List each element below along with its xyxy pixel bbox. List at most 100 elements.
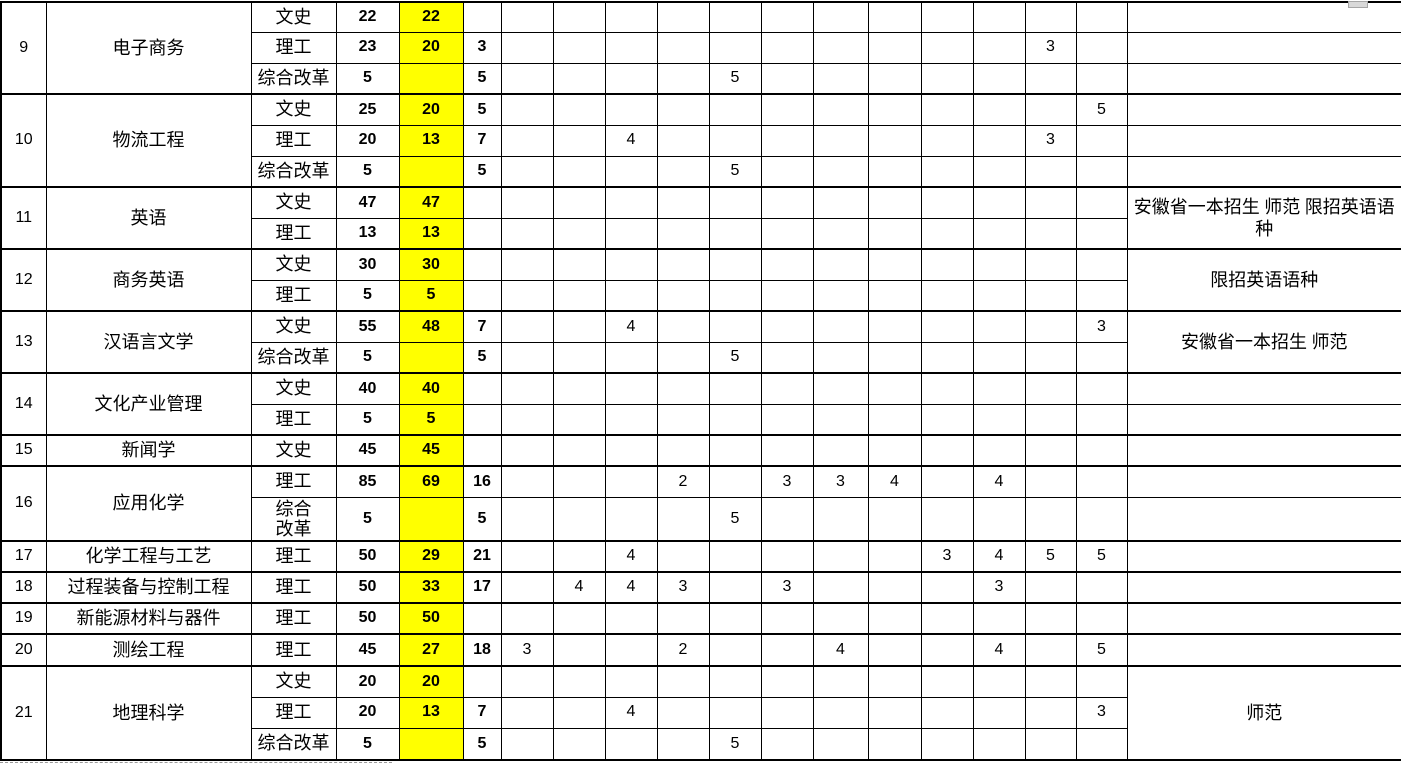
admitted-cell-highlighted: 50 [398,602,464,635]
slot-cell [920,727,974,761]
slot-cell [760,186,814,219]
admitted-cell-highlighted: 33 [398,571,464,604]
slot-cell [920,434,974,467]
plan-cell: 85 [335,465,400,498]
category-cell: 理工 [250,571,337,604]
remain-cell [462,602,502,635]
slot-cell [972,310,1026,343]
note-cell [1126,372,1401,405]
row-number: 9 [0,1,47,95]
plan-cell: 5 [335,727,400,761]
slot-cell [604,496,658,542]
slot-cell [972,155,1026,188]
slot-cell: 5 [1075,633,1128,667]
slot-cell [920,602,974,635]
admitted-cell-highlighted: 29 [398,540,464,573]
row-number: 20 [0,633,47,667]
slot-cell: 5 [708,341,762,374]
slot-cell [760,124,814,157]
admitted-cell-highlighted [398,155,464,188]
slot-cell [972,217,1026,250]
category-cell: 综合 改革 [250,496,337,542]
category-cell: 理工 [250,124,337,157]
slot-cell [812,248,869,281]
slot-cell [500,571,554,604]
slot-cell [1024,310,1077,343]
category-cell: 文史 [250,1,337,33]
slot-cell [500,248,554,281]
slot-cell: 3 [1024,31,1077,64]
slot-cell [1024,665,1077,698]
plan-cell: 20 [335,696,400,729]
category-cell: 理工 [250,540,337,573]
slot-cell [1024,696,1077,729]
note-cell: 限招英语语种 [1126,248,1401,312]
slot-cell [812,124,869,157]
slot-cell [552,434,606,467]
slot-cell [500,372,554,405]
slot-cell [1075,217,1128,250]
slot-cell [604,1,658,33]
remain-cell: 18 [462,633,502,667]
slot-cell [867,279,922,312]
plan-cell: 5 [335,155,400,188]
slot-cell [972,434,1026,467]
remain-cell [462,248,502,281]
slot-cell [656,696,710,729]
slot-cell [708,665,762,698]
slot-cell [656,217,710,250]
major-name: 过程装备与控制工程 [45,571,252,604]
slot-cell [656,540,710,573]
slot-cell [972,279,1026,312]
slot-cell [656,1,710,33]
slot-cell [604,403,658,436]
slot-cell [552,124,606,157]
slot-cell [760,1,814,33]
slot-cell [500,434,554,467]
slot-cell [812,279,869,312]
slot-cell [1024,633,1077,667]
admitted-cell-highlighted: 13 [398,217,464,250]
admitted-cell-highlighted: 22 [398,1,464,33]
remain-cell: 3 [462,31,502,64]
slot-cell [1024,1,1077,33]
slot-cell [656,155,710,188]
note-cell [1126,155,1401,188]
slot-cell [552,62,606,95]
slot-cell [760,279,814,312]
slot-cell [708,248,762,281]
slot-cell [760,248,814,281]
slot-cell [812,696,869,729]
row-number: 21 [0,665,47,761]
slot-cell [812,217,869,250]
slot-cell [708,602,762,635]
slot-cell [656,93,710,126]
remain-cell: 5 [462,155,502,188]
slot-cell [1075,155,1128,188]
slot-cell [1075,279,1128,312]
remain-cell: 7 [462,124,502,157]
slot-cell [867,696,922,729]
note-cell [1126,124,1401,157]
slot-cell [812,727,869,761]
slot-cell [708,571,762,604]
note-cell [1126,465,1401,498]
admitted-cell-highlighted [398,62,464,95]
slot-cell [604,217,658,250]
slot-cell [656,31,710,64]
slot-cell: 5 [1075,540,1128,573]
slot-cell [867,540,922,573]
note-cell [1126,571,1401,604]
slot-cell [812,665,869,698]
plan-cell: 47 [335,186,400,219]
slot-cell [760,434,814,467]
category-cell: 理工 [250,602,337,635]
slot-cell [604,155,658,188]
category-cell: 文史 [250,186,337,219]
slot-cell [708,217,762,250]
note-cell [1126,602,1401,635]
slot-cell [867,633,922,667]
slot-cell [812,540,869,573]
slot-cell: 3 [500,633,554,667]
admitted-cell-highlighted [398,496,464,542]
